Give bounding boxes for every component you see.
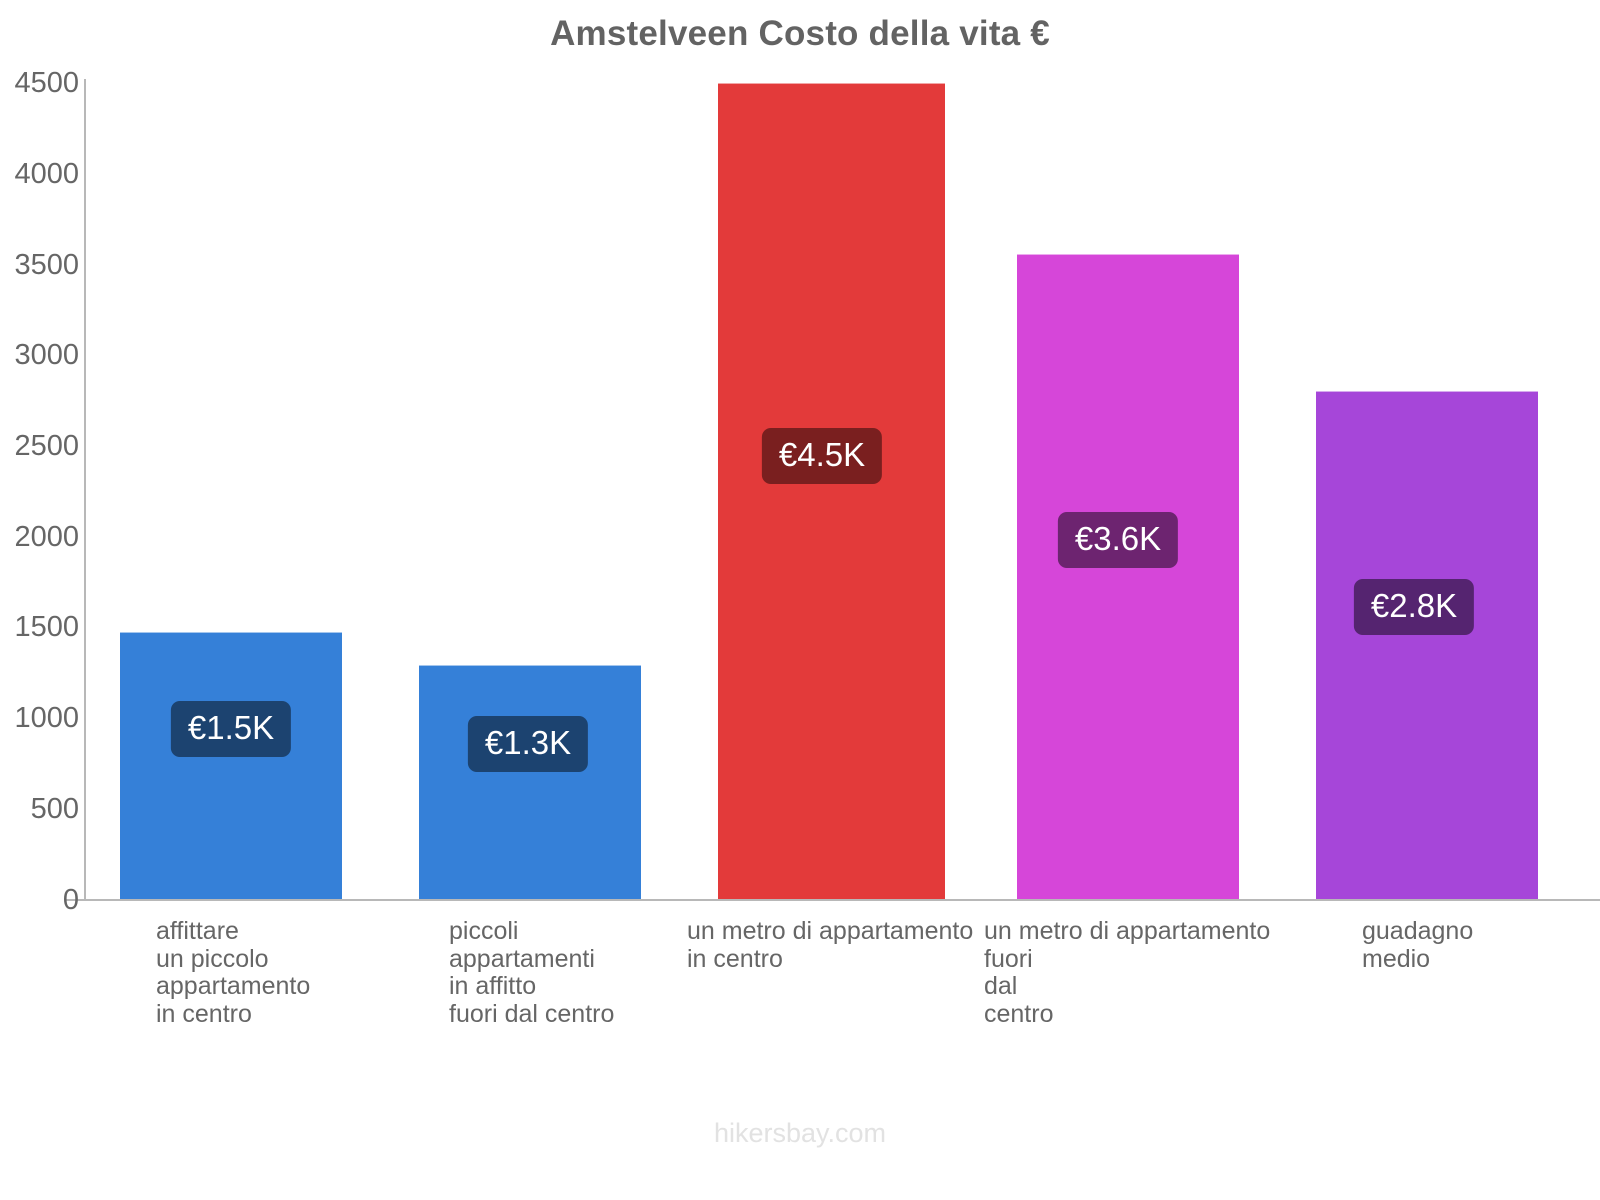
y-axis-tick-label: 3000 xyxy=(14,339,79,371)
bar-un-metro-di-appartamento-in-centro[interactable] xyxy=(718,83,945,899)
x-axis-category-label: un metro di appartamento fuori dal centr… xyxy=(984,917,1271,1028)
bar-affittare-un-piccolo-appartamento-in-centro[interactable] xyxy=(120,631,342,899)
x-axis-category-label: piccoli appartamenti in affitto fuori da… xyxy=(449,917,615,1028)
y-axis-line xyxy=(84,79,86,900)
y-axis-tick-label: 500 xyxy=(30,793,79,825)
bar-value-label: €2.8K xyxy=(1353,579,1475,635)
x-axis-category-label: guadagno medio xyxy=(1362,917,1474,973)
x-axis-category-label: un metro di appartamento in centro xyxy=(687,917,974,973)
y-axis-tick-label: 4500 xyxy=(14,67,79,99)
bar-value-label: €1.3K xyxy=(467,716,589,772)
source-watermark: hikersbay.com xyxy=(713,1118,887,1148)
y-axis-tick-label: 2500 xyxy=(14,430,79,462)
bar-piccoli-appartamenti-in-affitto-fuori-dal-centro[interactable] xyxy=(419,665,641,899)
y-axis-tick-label: 1500 xyxy=(14,611,79,643)
y-axis-tick-label: 1000 xyxy=(14,702,79,734)
bar-value-label: €3.6K xyxy=(1057,512,1179,568)
y-axis-tick-label: 0 xyxy=(62,884,79,916)
y-axis-tick-label: 3500 xyxy=(14,249,79,281)
x-axis-line xyxy=(66,899,1600,901)
y-axis-tick-label: 2000 xyxy=(14,521,79,553)
y-axis-tick-label: 4000 xyxy=(14,158,79,190)
bar-value-label: €4.5K xyxy=(761,428,883,484)
x-axis-category-label: affittare un piccolo appartamento in cen… xyxy=(156,917,311,1028)
chart-title: Amstelveen Costo della vita € xyxy=(550,14,1050,53)
bar-guadagno-medio[interactable] xyxy=(1316,391,1538,899)
bar-value-label: €1.5K xyxy=(170,701,292,757)
bar-un-metro-di-appartamento-fuori-dal-centro[interactable] xyxy=(1017,254,1239,899)
